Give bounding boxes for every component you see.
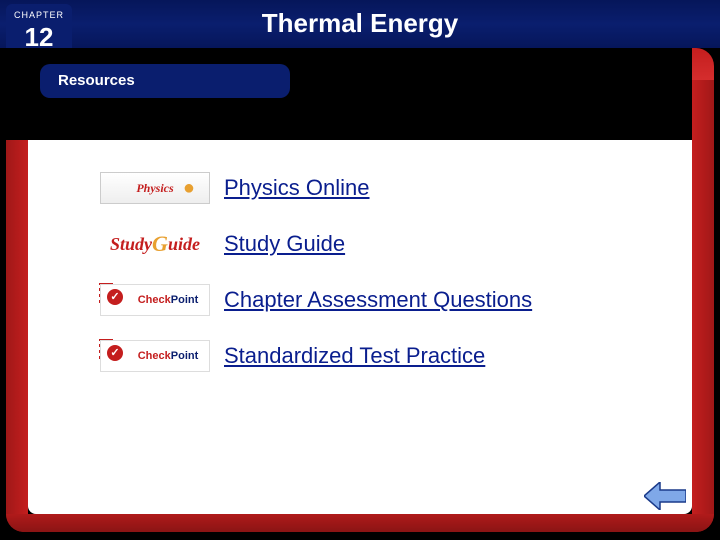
list-item: StudyGuide Study Guide [100,224,532,264]
checkpoint-icon: CheckPoint [100,340,210,372]
grid-icon [99,339,113,359]
frame-bottom [6,514,714,532]
icon-text: G [152,231,168,257]
icon-text: Point [171,350,199,362]
link-chapter-assessment[interactable]: Chapter Assessment Questions [224,287,532,313]
grid-icon [99,283,113,303]
list-item: CheckPoint Chapter Assessment Questions [100,280,532,320]
arrow-left-icon [644,482,686,510]
slide: CHAPTER 12 Thermal Energy Resources Phys… [0,0,720,540]
section-tab: Resources [40,64,290,98]
list-item: CheckPoint Standardized Test Practice [100,336,532,376]
frame-right [692,80,714,532]
icon-text: uide [168,234,200,255]
checkpoint-icon: CheckPoint [100,284,210,316]
study-guide-icon: StudyGuide [100,228,210,260]
resource-list: Physics Online StudyGuide Study Guide Ch… [100,168,532,392]
back-arrow-button[interactable] [644,482,686,510]
page-title: Thermal Energy [0,8,720,39]
frame-left [6,80,28,532]
icon-text: Study [110,234,152,255]
physics-online-icon [100,172,210,204]
link-standardized-test[interactable]: Standardized Test Practice [224,343,485,369]
icon-text: Check [138,350,171,362]
list-item: Physics Online [100,168,532,208]
icon-text: Check [138,294,171,306]
icon-text: Point [171,294,199,306]
link-physics-online[interactable]: Physics Online [224,175,370,201]
link-study-guide[interactable]: Study Guide [224,231,345,257]
